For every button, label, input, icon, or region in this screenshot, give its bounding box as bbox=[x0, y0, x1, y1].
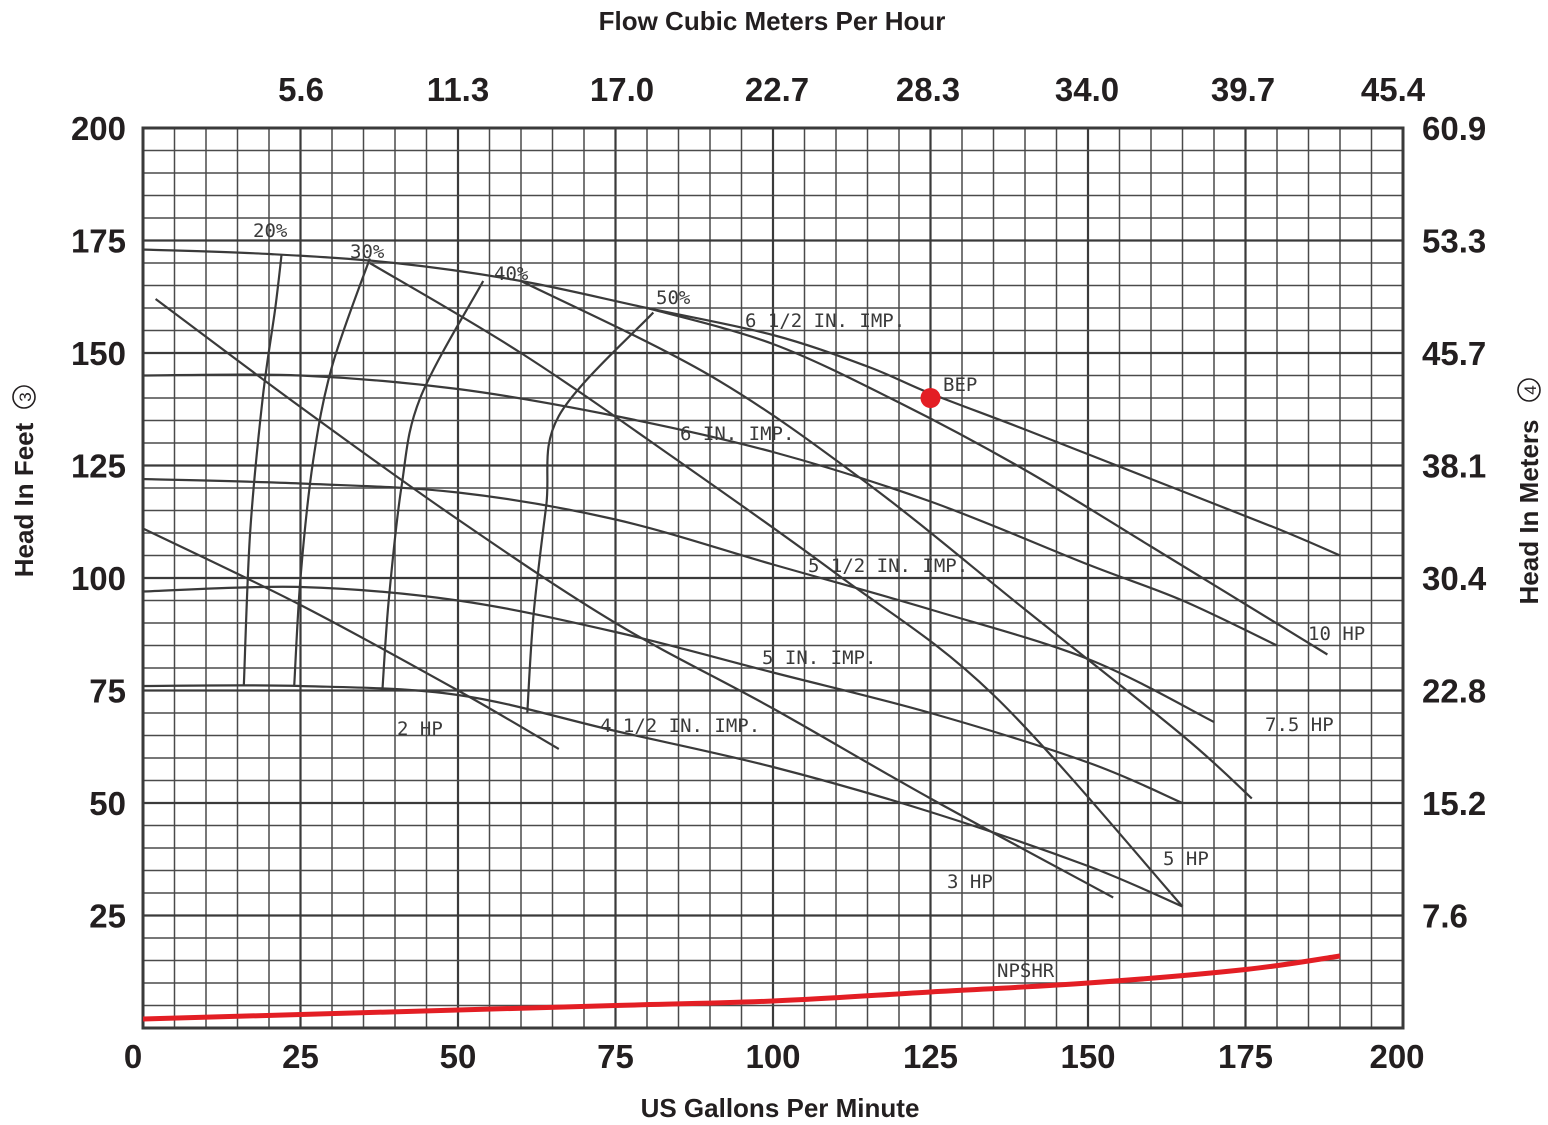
y2-axis-note-mark: 4 bbox=[1521, 385, 1540, 394]
y2-tick-label: 60.9 bbox=[1422, 110, 1486, 147]
chart-title: Flow Cubic Meters Per Hour bbox=[599, 6, 946, 36]
x2-tick-label: 28.3 bbox=[896, 71, 960, 108]
y2-tick-label: 45.7 bbox=[1422, 335, 1486, 372]
curve-label-bep: BEP bbox=[943, 374, 977, 396]
curve-labels: 6 1/2 IN. IMP. 6 IN. IMP. 5 1/2 IN. IMP. 5 … bbox=[253, 220, 1365, 982]
y-tick-label: 100 bbox=[71, 560, 126, 597]
impeller-curve-5-1-2-in-imp bbox=[142, 477, 1215, 723]
curve-label-6-in-imp: 6 IN. IMP. bbox=[680, 423, 794, 445]
npshr-curve bbox=[142, 953, 1341, 1022]
x-tick-label: 150 bbox=[1060, 1038, 1115, 1075]
efficiency-curve-50 bbox=[526, 311, 655, 714]
curve-label-6-1-2-in-imp: 6 1/2 IN. IMP. bbox=[745, 310, 905, 332]
x-axis-label: US Gallons Per Minute bbox=[641, 1093, 920, 1123]
hp-curve-7-5-hp bbox=[520, 280, 1253, 800]
hp-curve-3-hp bbox=[154, 298, 1114, 899]
y-axis-note-circle bbox=[12, 385, 36, 409]
curve-label-20: 20% bbox=[253, 220, 288, 242]
grid bbox=[141, 126, 1405, 1030]
y2-tick-label: 22.8 bbox=[1422, 673, 1486, 710]
y2-axis-note-circle bbox=[1517, 378, 1541, 402]
x-tick-label: 125 bbox=[903, 1038, 958, 1075]
x2-tick-label: 45.4 bbox=[1361, 71, 1426, 108]
x-tick-label: 25 bbox=[282, 1038, 319, 1075]
efficiency-curve-20 bbox=[242, 253, 283, 687]
y2-tick-label: 7.6 bbox=[1422, 898, 1468, 935]
x-tick-label: 50 bbox=[440, 1038, 477, 1075]
x2-tick-label: 39.7 bbox=[1211, 71, 1275, 108]
impeller-curve-5-in-imp bbox=[142, 585, 1183, 805]
y2-tick-label: 53.3 bbox=[1422, 223, 1486, 260]
x-tick-label: 0 bbox=[124, 1038, 142, 1075]
x2-tick-label: 17.0 bbox=[590, 71, 654, 108]
curve-label-3-hp: 3 HP bbox=[947, 871, 993, 893]
efficiency-curve-40 bbox=[381, 280, 485, 691]
curves bbox=[142, 248, 1341, 1022]
plot-frame bbox=[141, 126, 1405, 1030]
curve-label-2-hp: 2 HP bbox=[397, 718, 443, 740]
x2-tick-label: 22.7 bbox=[745, 71, 809, 108]
curve-label-4-1-2-in-imp: 4 1/2 IN. IMP. bbox=[600, 715, 760, 737]
curve-label-npshr: NPSHR bbox=[997, 960, 1055, 982]
y2-axis-label: Head In Meters bbox=[1514, 420, 1544, 605]
y-tick-label: 200 bbox=[71, 110, 126, 147]
impeller-curve-6-1-2-in-imp bbox=[142, 248, 1341, 557]
impeller-curve-6-in-imp bbox=[142, 373, 1278, 647]
y-tick-label: 175 bbox=[71, 223, 126, 260]
x2-tick-label: 34.0 bbox=[1055, 71, 1119, 108]
curve-label-10-hp: 10 HP bbox=[1308, 623, 1365, 645]
y2-tick-label: 38.1 bbox=[1422, 448, 1486, 485]
y2-tick-label: 30.4 bbox=[1422, 560, 1487, 597]
y-axis-label: Head In Feet bbox=[9, 422, 39, 577]
bep-point bbox=[920, 388, 941, 408]
y-tick-label: 125 bbox=[71, 448, 126, 485]
hp-curve-10-hp bbox=[646, 306, 1328, 656]
hp-curve-5-hp bbox=[369, 262, 1184, 908]
curve-label-5-1-2-in-imp: 5 1/2 IN. IMP. bbox=[808, 555, 968, 577]
y-tick-label: 150 bbox=[71, 335, 126, 372]
x2-tick-label: 11.3 bbox=[427, 71, 489, 108]
curve-label-30: 30% bbox=[350, 241, 385, 263]
x-tick-label: 175 bbox=[1218, 1038, 1273, 1075]
x-tick-label: 75 bbox=[597, 1038, 634, 1075]
x-tick-label: 100 bbox=[745, 1038, 800, 1075]
curve-label-5-hp: 5 HP bbox=[1163, 848, 1209, 870]
impeller-curve-4-1-2-in-imp bbox=[142, 684, 1183, 908]
y-axis-note-mark: 3 bbox=[16, 392, 35, 401]
x-tick-label: 200 bbox=[1369, 1038, 1424, 1075]
curve-label-40: 40% bbox=[494, 263, 529, 285]
y-tick-label: 25 bbox=[89, 898, 126, 935]
tick-labels: 0 25 50 75 100 125 150 175 200 200 175 150 125 100 75 5… bbox=[71, 71, 1487, 1075]
curve-label-50: 50% bbox=[656, 287, 691, 309]
curve-label-5-in-imp: 5 IN. IMP. bbox=[762, 647, 876, 669]
hp-curve-2-hp bbox=[142, 527, 560, 750]
y-tick-label: 75 bbox=[89, 673, 126, 710]
curve-label-7-5-hp: 7.5 HP bbox=[1265, 714, 1334, 736]
x2-tick-label: 5.6 bbox=[278, 71, 324, 108]
efficiency-curve-30 bbox=[293, 258, 371, 687]
y2-tick-label: 15.2 bbox=[1422, 785, 1486, 822]
y-tick-label: 50 bbox=[89, 785, 126, 822]
